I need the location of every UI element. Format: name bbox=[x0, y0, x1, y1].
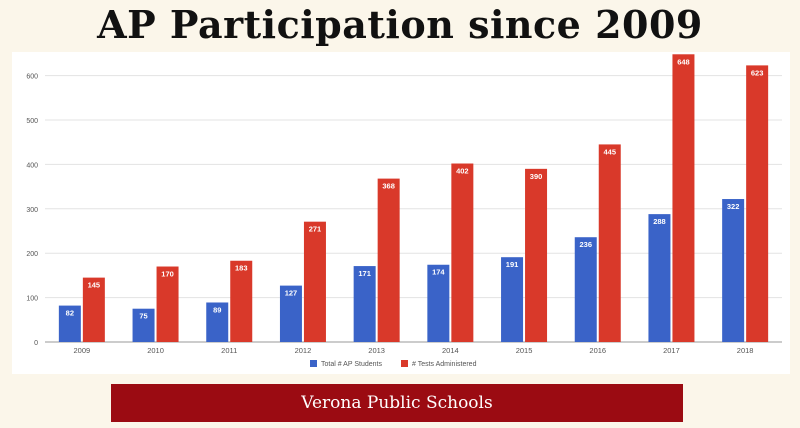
tests-bar bbox=[377, 178, 400, 342]
students-bar bbox=[648, 214, 671, 342]
data-label: 271 bbox=[309, 225, 322, 234]
data-label: 288 bbox=[653, 217, 666, 226]
tests-bar bbox=[82, 277, 105, 342]
legend-swatch-students bbox=[310, 360, 317, 367]
chart-title: AP Participation since 2009 bbox=[97, 2, 703, 47]
data-label: 183 bbox=[235, 264, 248, 273]
data-label: 368 bbox=[382, 182, 395, 191]
x-tick-label: 2011 bbox=[221, 346, 237, 355]
x-tick-label: 2015 bbox=[516, 346, 533, 355]
data-label: 322 bbox=[727, 202, 740, 211]
tests-bar bbox=[156, 266, 179, 342]
y-tick-label: 600 bbox=[26, 74, 38, 81]
tests-bar bbox=[672, 54, 695, 343]
tests-bar bbox=[746, 65, 769, 342]
legend-label-students: Total # AP Students bbox=[321, 361, 382, 368]
data-label: 82 bbox=[66, 309, 74, 318]
data-label: 145 bbox=[88, 281, 101, 290]
legend-label-tests: # Tests Administered bbox=[412, 361, 477, 368]
y-tick-label: 400 bbox=[26, 162, 38, 169]
x-tick-label: 2013 bbox=[368, 346, 385, 355]
bar-chart: 0 100 200 300 400 500 600 82 145 2009 75 170 2010 89 1… bbox=[26, 54, 782, 368]
data-label: 171 bbox=[358, 269, 371, 278]
x-tick-label: 2014 bbox=[442, 346, 459, 355]
tests-bar bbox=[525, 168, 548, 342]
students-bar bbox=[353, 266, 376, 342]
data-label: 402 bbox=[456, 167, 469, 176]
data-label: 445 bbox=[603, 147, 616, 156]
x-tick-label: 2017 bbox=[663, 346, 680, 355]
data-label: 623 bbox=[751, 68, 764, 77]
x-tick-label: 2010 bbox=[147, 346, 164, 355]
data-label: 390 bbox=[530, 172, 543, 181]
students-bar bbox=[132, 308, 155, 342]
tests-bar bbox=[451, 163, 474, 342]
y-tick-label: 100 bbox=[26, 296, 38, 303]
data-label: 127 bbox=[285, 289, 298, 298]
y-tick-label: 300 bbox=[26, 207, 38, 214]
y-tick-label: 500 bbox=[26, 118, 38, 125]
footer-banner: Verona Public Schools bbox=[111, 384, 683, 422]
students-bar bbox=[574, 237, 597, 342]
students-bar bbox=[427, 264, 450, 342]
x-tick-label: 2012 bbox=[295, 346, 312, 355]
tests-bar bbox=[230, 260, 253, 342]
x-tick-label: 2018 bbox=[737, 346, 754, 355]
y-tick-label: 200 bbox=[26, 251, 38, 258]
chart-panel: 0 100 200 300 400 500 600 82 145 2009 75 170 2010 89 1… bbox=[12, 52, 790, 374]
tests-bar bbox=[598, 144, 621, 342]
data-label: 648 bbox=[677, 57, 690, 66]
tests-bar bbox=[303, 221, 326, 342]
data-label: 236 bbox=[579, 240, 592, 249]
y-tick-label: 0 bbox=[34, 340, 38, 347]
students-bar bbox=[501, 257, 524, 342]
legend-swatch-tests bbox=[401, 360, 408, 367]
students-bar bbox=[58, 305, 81, 342]
x-tick-label: 2016 bbox=[589, 346, 606, 355]
data-label: 75 bbox=[139, 312, 147, 321]
x-tick-label: 2009 bbox=[74, 346, 91, 355]
students-bar bbox=[722, 199, 745, 342]
data-label: 174 bbox=[432, 268, 445, 277]
data-label: 89 bbox=[213, 305, 221, 314]
students-bar bbox=[206, 302, 229, 342]
data-label: 191 bbox=[506, 260, 519, 269]
data-label: 170 bbox=[161, 270, 174, 279]
students-bar bbox=[279, 285, 302, 342]
